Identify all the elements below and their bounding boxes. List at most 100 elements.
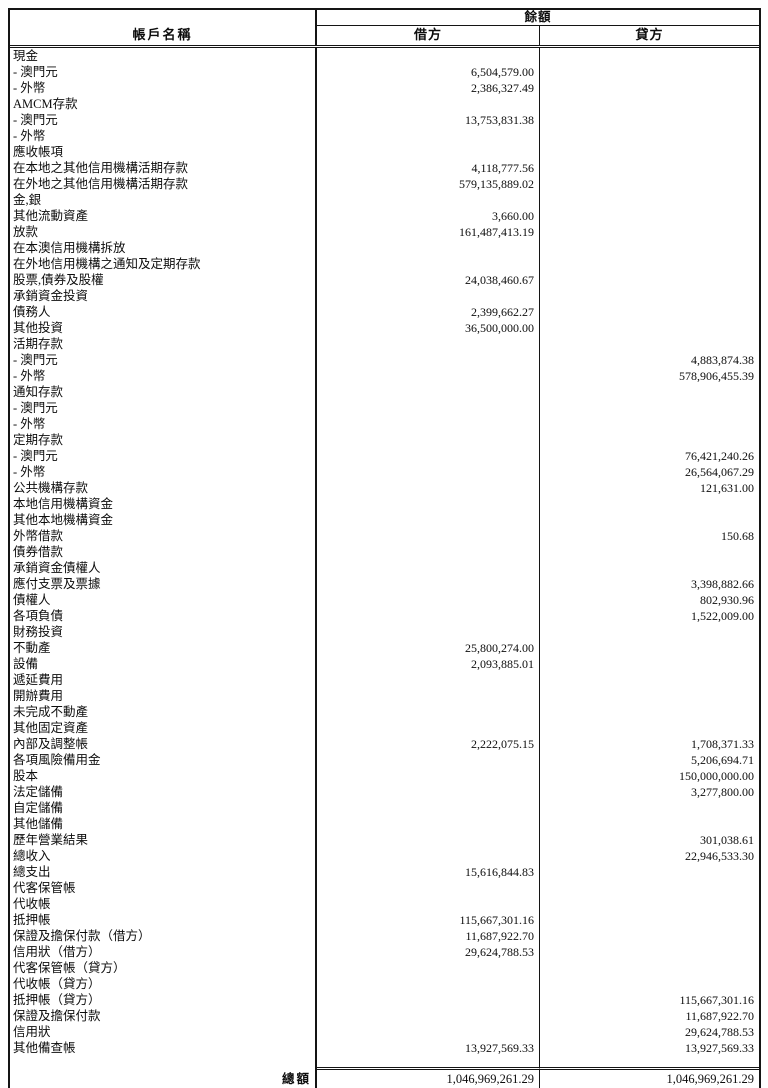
credit-cell <box>540 112 759 128</box>
account-name-cell: 保證及擔保付款 <box>10 1008 317 1024</box>
table-row: 抵押帳（貸方） 115,667,301.16 <box>10 992 759 1008</box>
credit-cell: 1,708,371.33 <box>691 737 754 751</box>
credit-cell <box>540 192 759 208</box>
table-row: 本地信用機構資金 <box>10 496 759 512</box>
total-row: 總額 1,046,969,261.29 1,046,969,261.29 <box>10 1067 759 1088</box>
table-row: 債券借款 <box>10 544 759 560</box>
table-body: 現金 - 澳門元 6,504,579.00- 外幣 2,386,327.49 AMCM存… <box>10 48 759 1056</box>
table-row: 法定儲備 3,277,800.00 <box>10 784 759 800</box>
account-name-cell: 承銷資金債權人 <box>10 560 317 576</box>
debit-cell <box>317 960 540 976</box>
account-name-cell: 債務人 <box>10 304 317 320</box>
table-row: - 澳門元 13,753,831.38 <box>10 112 759 128</box>
table-row: 承銷資金投資 <box>10 288 759 304</box>
table-row: 總支出 15,616,844.83 <box>10 864 759 880</box>
credit-cell <box>540 928 759 944</box>
debit-cell: 4,118,777.56 <box>317 160 540 176</box>
account-name-cell: AMCM存款 <box>10 96 317 112</box>
table-row: 金,銀 <box>10 192 759 208</box>
debit-column-header: 借方 <box>317 26 540 45</box>
debit-cell <box>317 416 540 432</box>
debit-cell <box>317 544 540 560</box>
table-row: - 澳門元 6,504,579.00 <box>10 64 759 80</box>
credit-cell <box>540 176 759 192</box>
credit-cell <box>540 512 759 528</box>
credit-cell <box>540 624 759 640</box>
account-name-cell: 代收帳（貸方） <box>10 976 317 992</box>
credit-cell <box>540 640 759 656</box>
debit-cell <box>317 48 540 64</box>
debit-cell <box>317 368 540 384</box>
debit-cell: 15,616,844.83 <box>317 864 540 880</box>
credit-cell <box>540 912 759 928</box>
credit-cell <box>540 976 759 992</box>
table-row: 抵押帳 115,667,301.16 <box>10 912 759 928</box>
table-row: 各項風險備用金 5,206,694.71 <box>10 752 759 768</box>
table-row: - 外幣 2,386,327.49 <box>10 80 759 96</box>
debit-cell <box>317 688 540 704</box>
debit-cell: 29,624,788.53 <box>317 944 540 960</box>
debit-cell <box>317 1008 540 1024</box>
credit-cell <box>540 144 759 160</box>
table-row: 其他投資 36,500,000.00 <box>10 320 759 336</box>
credit-cell <box>540 944 759 960</box>
account-name-cell: 活期存款 <box>10 336 317 352</box>
credit-cell <box>540 304 759 320</box>
debit-cell <box>317 528 540 544</box>
credit-cell <box>540 496 759 512</box>
debit-cell <box>317 896 540 912</box>
debit-cell <box>317 496 540 512</box>
account-name-cell: 其他備查帳 <box>10 1040 317 1056</box>
debit-cell <box>317 352 540 368</box>
table-row: 在本地之其他信用機構活期存款 4,118,777.56 <box>10 160 759 176</box>
debit-cell <box>317 144 540 160</box>
debit-cell <box>317 976 540 992</box>
total-debit-value: 1,046,969,261.29 <box>317 1067 540 1088</box>
debit-cell <box>317 848 540 864</box>
credit-cell <box>540 704 759 720</box>
table-row: 其他固定資產 <box>10 720 759 736</box>
credit-cell <box>540 800 759 816</box>
table-row: 各項負債 1,522,009.00 <box>10 608 759 624</box>
account-name-cell: 歷年營業結果 <box>10 832 317 848</box>
table-row: 債權人 802,930.96 <box>10 592 759 608</box>
account-name-cell: 各項風險備用金 <box>10 752 317 768</box>
account-name-cell: - 外幣 <box>10 80 317 96</box>
credit-cell <box>540 544 759 560</box>
account-name-cell: 未完成不動產 <box>10 704 317 720</box>
debit-cell: 24,038,460.67 <box>317 272 540 288</box>
account-name-cell: - 澳門元 <box>10 112 317 128</box>
table-row: 應收帳項 <box>10 144 759 160</box>
credit-cell <box>540 128 759 144</box>
credit-cell <box>540 272 759 288</box>
account-name-cell: 在外地之其他信用機構活期存款 <box>10 176 317 192</box>
table-row: 未完成不動產 <box>10 704 759 720</box>
debit-cell <box>317 256 540 272</box>
credit-cell: 11,687,922.70 <box>685 1009 754 1023</box>
credit-cell <box>540 432 759 448</box>
debit-cell <box>317 592 540 608</box>
credit-cell: 301,038.61 <box>700 833 754 847</box>
account-name-cell: 代客保管帳 <box>10 880 317 896</box>
account-name-cell: 在外地信用機構之通知及定期存款 <box>10 256 317 272</box>
debit-cell <box>317 608 540 624</box>
table-row: 股本 150,000,000.00 <box>10 768 759 784</box>
debit-cell: 3,660.00 <box>317 208 540 224</box>
debit-cell <box>317 464 540 480</box>
account-name-cell: 現金 <box>10 48 317 64</box>
account-name-cell: - 外幣 <box>10 128 317 144</box>
table-row: 代客保管帳 <box>10 880 759 896</box>
credit-cell <box>540 416 759 432</box>
table-row: 財務投資 <box>10 624 759 640</box>
debit-cell <box>317 128 540 144</box>
table-row: - 澳門元 <box>10 400 759 416</box>
credit-cell <box>540 880 759 896</box>
table-row: 開辦費用 <box>10 688 759 704</box>
credit-cell <box>540 320 759 336</box>
credit-cell: 76,421,240.26 <box>685 449 754 463</box>
account-name-cell: 其他儲備 <box>10 816 317 832</box>
table-row: 自定儲備 <box>10 800 759 816</box>
table-row: - 外幣 26,564,067.29 <box>10 464 759 480</box>
account-name-cell: - 外幣 <box>10 368 317 384</box>
